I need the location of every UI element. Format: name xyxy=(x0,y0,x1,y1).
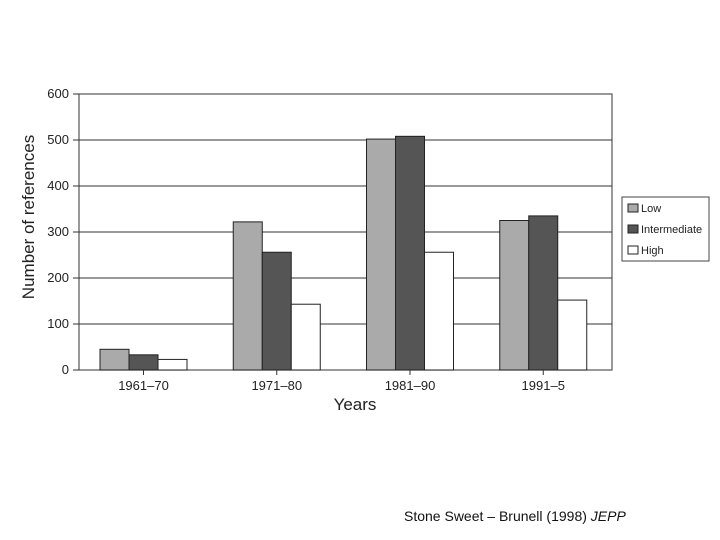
legend-label-intermediate: Intermediate xyxy=(641,224,702,236)
legend-swatch-low xyxy=(627,203,639,213)
y-tick-label: 500 xyxy=(47,132,69,147)
x-tick-label: 1961–70 xyxy=(118,378,169,393)
bar-high-1 xyxy=(290,303,321,371)
caption-journal: JEPP xyxy=(590,508,626,524)
y-tick-label: 600 xyxy=(47,86,69,101)
legend-swatch-intermediate xyxy=(627,224,639,234)
bar-low-3 xyxy=(499,220,530,371)
bar-intermediate-1 xyxy=(261,251,292,371)
bar-high-0 xyxy=(157,358,188,371)
legend-items: Low Intermediate High xyxy=(627,203,702,257)
bars xyxy=(99,135,588,371)
bar-low-0 xyxy=(99,348,130,371)
legend-swatch-high xyxy=(627,245,639,255)
legend-label-high: High xyxy=(641,245,664,257)
bar-high-3 xyxy=(557,299,588,371)
y-tick-label: 300 xyxy=(47,224,69,239)
bar-intermediate-2 xyxy=(395,135,425,371)
y-tick-label: 200 xyxy=(47,270,69,285)
x-tick-label: 1981–90 xyxy=(385,378,436,393)
legend: Low Intermediate High xyxy=(621,196,710,262)
y-tick-label: 100 xyxy=(47,316,69,331)
y-tick-label: 400 xyxy=(47,178,69,193)
bar-intermediate-0 xyxy=(128,354,159,371)
bar-low-1 xyxy=(232,221,263,371)
legend-label-low: Low xyxy=(641,203,661,215)
y-axis-ticks: 0 100 200 300 400 500 600 xyxy=(47,86,69,377)
bar-low-2 xyxy=(366,138,396,371)
caption-text: Stone Sweet – Brunell (1998) xyxy=(404,508,587,524)
x-tick-label: 1991–5 xyxy=(522,378,565,393)
bar-high-2 xyxy=(424,251,454,371)
x-axis-title: Years xyxy=(334,395,377,414)
x-tick-label: 1971–80 xyxy=(251,378,302,393)
y-axis-title: Number of references xyxy=(19,135,38,299)
x-axis-ticks: 1961–70 1971–80 1981–90 1991–5 xyxy=(118,370,565,393)
caption: Stone Sweet – Brunell (1998) JEPP xyxy=(404,508,626,524)
bar-intermediate-3 xyxy=(528,215,559,371)
y-tick-label: 0 xyxy=(62,362,69,377)
